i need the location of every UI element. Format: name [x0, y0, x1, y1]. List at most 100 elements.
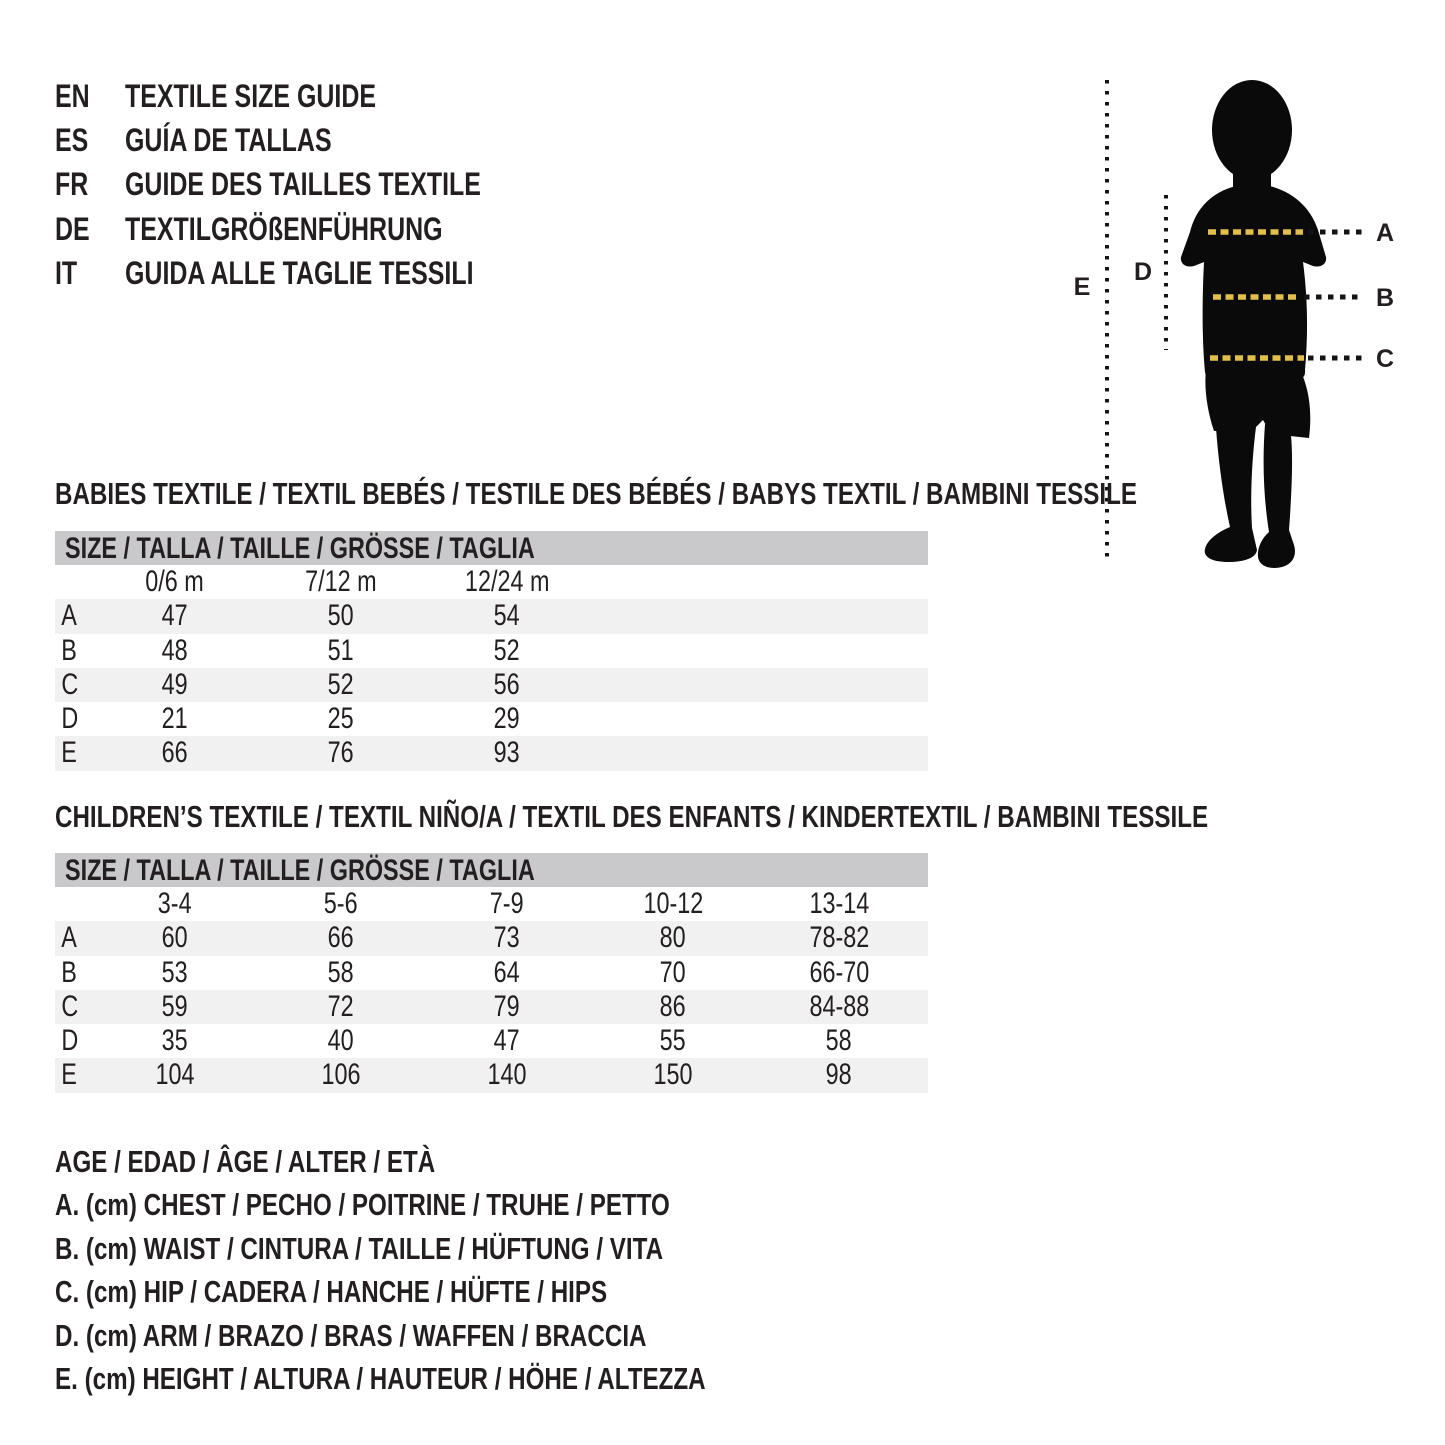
size-value-text: 60: [161, 921, 189, 955]
size-value-text: 98: [825, 1058, 853, 1092]
babies-table-rows: A 47 50 54 B 48 51 52 C 49 52 56 D 21 25 29 E 66 76 93: [55, 599, 928, 771]
size-value-text: 29: [493, 702, 521, 736]
size-value-text: 76: [327, 736, 355, 770]
size-value: 25: [258, 702, 424, 736]
size-value: 53: [92, 956, 258, 990]
row-label-text: C: [61, 667, 79, 701]
row-label-text: A: [61, 921, 77, 955]
children-size-table: SIZE / TALLA / TAILLE / GRÖSSE / TAGLIA …: [55, 853, 928, 1093]
guide-title-it: GUIDA ALLE TAGLIE TESSILI: [125, 255, 572, 292]
size-value-text: 49: [161, 667, 189, 701]
size-value: 106: [258, 1058, 424, 1092]
column-header: 0/6 m: [92, 565, 258, 599]
size-value: 21: [92, 702, 258, 736]
table-row: C 59 72 79 86 84-88: [55, 989, 928, 1025]
language-row: IT GUIDA ALLE TAGLIE TESSILI: [55, 251, 581, 295]
language-code: DE: [55, 211, 125, 248]
language-code: EN: [55, 78, 125, 115]
size-value-text: 84-88: [809, 989, 869, 1023]
size-value-text: 73: [493, 921, 521, 955]
silhouette-shorts: [1205, 370, 1311, 438]
size-value-text: 58: [327, 955, 355, 989]
row-label: B: [55, 956, 92, 990]
size-value: 59: [92, 990, 258, 1024]
table-row: D 35 40 47 55 58: [55, 1024, 928, 1058]
size-value-text: 80: [659, 921, 687, 955]
column-header-text: 13-14: [809, 887, 869, 920]
size-value-text: 70: [659, 955, 687, 989]
measure-label-e: E: [1074, 273, 1091, 301]
row-label: E: [55, 736, 92, 770]
language-row: EN TEXTILE SIZE GUIDE: [55, 74, 581, 118]
size-value: 86: [590, 990, 756, 1024]
table-row: D 21 25 29: [55, 702, 928, 736]
row-label: D: [55, 1024, 92, 1058]
size-value: 150: [590, 1058, 756, 1092]
guide-title-es-text: GUÍA DE TALLAS: [125, 121, 332, 158]
size-value: 76: [258, 736, 424, 770]
size-value: 49: [92, 668, 258, 702]
size-value-text: 40: [327, 1024, 355, 1058]
row-label-text: D: [61, 1024, 79, 1058]
column-header-spacer: [55, 565, 92, 599]
babies-section-heading-text: BABIES TEXTILE / TEXTIL BEBÉS / TESTILE …: [55, 476, 1137, 511]
size-value: 52: [424, 634, 590, 668]
size-value-text: 72: [327, 989, 355, 1023]
column-header-text: 7-9: [490, 887, 524, 920]
children-section-heading: CHILDREN’S TEXTILE / TEXTIL NIÑO/A / TEX…: [55, 800, 1445, 834]
guide-title-de-text: TEXTILGRÖßENFÜHRUNG: [125, 210, 443, 247]
legend-line: E. (cm) HEIGHT / ALTURA / HAUTEUR / HÖHE…: [55, 1357, 889, 1400]
size-value-text: 53: [161, 955, 189, 989]
size-value: 84-88: [756, 990, 922, 1024]
size-value-text: 59: [161, 989, 189, 1023]
column-header-text: 12/24 m: [464, 565, 550, 598]
row-label: A: [55, 921, 92, 955]
size-value-text: 64: [493, 955, 521, 989]
size-value-text: 66: [327, 921, 355, 955]
row-label: E: [55, 1058, 92, 1092]
row-label: C: [55, 990, 92, 1024]
size-value: 72: [258, 990, 424, 1024]
children-table-rows: A 60 66 73 80 78-82 B 53 58 64 70 66-70 C 59 72 79 86 84-…: [55, 921, 928, 1093]
size-value: 79: [424, 990, 590, 1024]
size-value: 47: [424, 1024, 590, 1058]
row-label-text: C: [61, 989, 79, 1023]
silhouette-torso: [1180, 186, 1327, 380]
language-code-text: DE: [55, 210, 90, 247]
legend-line: B. (cm) WAIST / CINTURA / TAILLE / HÜFTU…: [55, 1227, 889, 1270]
children-column-header-row: 3-4 5-6 7-9 10-12 13-14: [55, 887, 928, 921]
table-row: E 104 106 140 150 98: [55, 1058, 928, 1093]
legend-line: AGE / EDAD / ÂGE / ALTER / ETÀ: [55, 1140, 889, 1183]
language-code: FR: [55, 166, 125, 203]
silhouette-right-leg: [1257, 424, 1295, 568]
size-value-text: 86: [659, 989, 687, 1023]
size-value: 58: [756, 1024, 922, 1058]
size-value: 35: [92, 1024, 258, 1058]
row-label: A: [55, 599, 92, 633]
size-value: 55: [590, 1024, 756, 1058]
guide-title-en-text: TEXTILE SIZE GUIDE: [125, 77, 377, 114]
row-label-text: E: [61, 736, 77, 770]
guide-title-es: GUÍA DE TALLAS: [125, 122, 390, 159]
size-value-text: 47: [161, 599, 189, 633]
size-value: 64: [424, 956, 590, 990]
guide-title-fr: GUIDE DES TAILLES TEXTILE: [125, 166, 581, 203]
guide-title-de: TEXTILGRÖßENFÜHRUNG: [125, 211, 532, 248]
measurement-legend: AGE / EDAD / ÂGE / ALTER / ETÀ A. (cm) CH…: [55, 1140, 889, 1400]
babies-size-header-text: SIZE / TALLA / TAILLE / GRÖSSE / TAGLIA: [65, 532, 535, 565]
silhouette-left-leg: [1204, 427, 1257, 562]
size-value-text: 150: [653, 1058, 693, 1092]
table-row: A 47 50 54: [55, 599, 928, 634]
size-value: 98: [756, 1058, 922, 1092]
language-code: ES: [55, 122, 125, 159]
column-header: 5-6: [258, 887, 424, 921]
language-row: DE TEXTILGRÖßENFÜHRUNG: [55, 207, 581, 251]
size-value: 40: [258, 1024, 424, 1058]
size-value-text: 35: [161, 1024, 189, 1058]
column-header: 12/24 m: [424, 565, 590, 599]
column-header: 7-9: [424, 887, 590, 921]
table-row: C 49 52 56: [55, 667, 928, 703]
language-title-list: EN TEXTILE SIZE GUIDE ES GUÍA DE TALLAS FR GU…: [55, 74, 581, 295]
children-section-heading-text: CHILDREN’S TEXTILE / TEXTIL NIÑO/A / TEX…: [55, 799, 1209, 834]
legend-line-text: C. (cm) HIP / CADERA / HANCHE / HÜFTE / …: [55, 1274, 608, 1310]
